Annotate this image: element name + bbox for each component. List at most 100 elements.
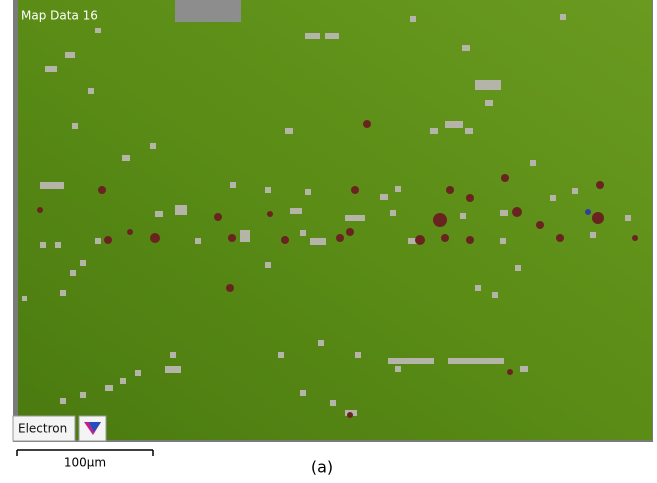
gray-feature xyxy=(318,340,324,346)
gray-feature xyxy=(560,14,566,20)
gray-feature xyxy=(462,45,470,51)
electron-label-box xyxy=(12,415,76,442)
dark-feature xyxy=(267,211,273,217)
gray-feature xyxy=(485,100,493,106)
dark-feature xyxy=(441,234,449,242)
gray-feature xyxy=(240,230,250,242)
gray-feature xyxy=(305,33,320,39)
gray-feature xyxy=(175,205,187,215)
gray-feature xyxy=(345,215,365,221)
dark-feature xyxy=(347,412,353,418)
gray-feature xyxy=(325,33,339,39)
gray-feature xyxy=(430,128,438,134)
gray-feature xyxy=(70,270,76,276)
dark-feature xyxy=(281,236,289,244)
gray-feature xyxy=(72,123,78,129)
gray-feature xyxy=(310,238,326,245)
gray-feature xyxy=(408,238,420,244)
gray-feature xyxy=(80,392,86,398)
gray-feature xyxy=(45,66,57,72)
gray-feature xyxy=(305,189,311,195)
gray-feature xyxy=(300,230,306,236)
dark-feature xyxy=(346,228,354,236)
gray-feature xyxy=(445,121,463,128)
gray-feature xyxy=(590,232,596,238)
dark-feature xyxy=(507,369,513,375)
gray-feature xyxy=(165,366,181,373)
dark-feature xyxy=(512,207,522,217)
gray-feature xyxy=(355,352,361,358)
gray-feature xyxy=(530,160,536,166)
dark-feature xyxy=(596,181,604,189)
gray-feature xyxy=(388,358,434,364)
gray-feature xyxy=(22,296,27,301)
dark-feature xyxy=(104,236,112,244)
gray-feature xyxy=(290,208,302,214)
dark-feature xyxy=(501,174,509,182)
dark-feature xyxy=(150,233,160,243)
gray-feature xyxy=(625,215,631,221)
gray-feature xyxy=(475,80,501,90)
gray-feature xyxy=(120,378,126,384)
gray-feature xyxy=(150,143,156,149)
dark-feature xyxy=(363,120,371,128)
gray-feature xyxy=(390,210,396,216)
gray-feature xyxy=(105,385,113,391)
map-title: Map Data 16 xyxy=(21,9,98,23)
electron-label: Electron xyxy=(18,422,67,436)
gray-feature xyxy=(155,211,163,217)
gray-feature xyxy=(80,260,86,266)
gray-feature xyxy=(265,262,271,268)
gray-feature xyxy=(88,88,94,94)
gray-feature xyxy=(285,128,293,134)
color-icon-part xyxy=(89,422,101,432)
gray-feature xyxy=(60,398,66,404)
gray-feature xyxy=(515,265,521,271)
gray-feature xyxy=(170,352,176,358)
dark-feature xyxy=(536,221,544,229)
dark-feature xyxy=(214,213,222,221)
gray-feature xyxy=(550,195,556,201)
gray-feature xyxy=(500,210,508,216)
dark-feature xyxy=(351,186,359,194)
caption: (a) xyxy=(311,458,333,477)
gray-feature xyxy=(475,285,481,291)
dark-feature xyxy=(466,236,474,244)
gray-feature xyxy=(410,16,416,22)
dark-feature xyxy=(446,186,454,194)
gray-feature xyxy=(460,213,466,219)
gray-feature xyxy=(40,242,46,248)
gray-feature xyxy=(395,366,401,372)
map-image xyxy=(18,0,652,440)
gray-feature xyxy=(60,290,66,296)
gray-feature xyxy=(465,128,473,134)
map-features xyxy=(22,14,638,418)
gray-feature xyxy=(380,194,388,200)
dark-feature xyxy=(466,194,474,202)
gray-feature xyxy=(65,52,75,58)
gray-feature xyxy=(448,358,504,364)
scale-bar-label: 100µm xyxy=(64,456,106,470)
dark-feature xyxy=(336,234,344,242)
gray-feature xyxy=(492,292,498,298)
gray-feature xyxy=(40,182,64,189)
gray-feature xyxy=(395,186,401,192)
gray-feature xyxy=(265,187,271,193)
dark-feature xyxy=(37,207,43,213)
gray-feature xyxy=(300,390,306,396)
top-artifact xyxy=(175,0,241,22)
gray-feature xyxy=(55,242,61,248)
dark-feature xyxy=(226,284,234,292)
gray-feature xyxy=(520,366,528,372)
dark-feature xyxy=(415,235,425,245)
gray-feature xyxy=(278,352,284,358)
gray-feature xyxy=(500,238,506,244)
dark-feature xyxy=(98,186,106,194)
gray-feature xyxy=(122,155,130,161)
gray-feature xyxy=(230,182,236,188)
gray-feature xyxy=(572,188,578,194)
dark-feature xyxy=(632,235,638,241)
